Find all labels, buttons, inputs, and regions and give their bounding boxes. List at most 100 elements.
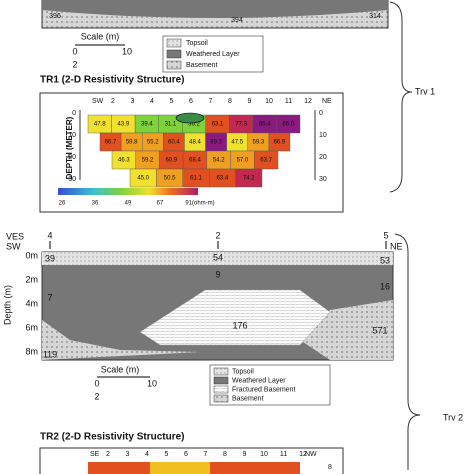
colorbar-label: 91(ohm-m) bbox=[185, 201, 214, 207]
station-label: 3 bbox=[131, 98, 135, 105]
colorbar-label: 49 bbox=[125, 201, 132, 207]
cell-value: 39.4 bbox=[141, 122, 153, 128]
depth-tick: 2m bbox=[25, 274, 38, 284]
legend-item: Topsoil bbox=[186, 40, 208, 47]
resistivity-cell bbox=[254, 150, 279, 170]
ves-number: 2 bbox=[215, 230, 220, 240]
cell-value: 68.4 bbox=[189, 158, 201, 164]
cell-value: 89.3 bbox=[210, 140, 222, 146]
station-label: 6 bbox=[189, 98, 193, 105]
legend-1 bbox=[75, 35, 264, 73]
station-label: 10 bbox=[265, 98, 273, 105]
colorbar-label: 26 bbox=[59, 201, 66, 207]
depth-tick: 30 bbox=[68, 176, 76, 183]
cell-value: 77.3 bbox=[235, 122, 247, 128]
station-label: 10 bbox=[260, 451, 268, 458]
cell-value: 50.5 bbox=[164, 176, 176, 182]
scale-tick: 0 bbox=[94, 378, 99, 388]
depth-tick: 20 bbox=[319, 154, 327, 161]
station-label: 4 bbox=[150, 98, 154, 105]
resistivity-cell bbox=[268, 132, 291, 152]
depth-tick: 8 bbox=[328, 464, 332, 471]
scale-title: Scale (m) bbox=[81, 31, 120, 41]
cell-value: 36.2 bbox=[188, 122, 200, 128]
layer-value: 314 bbox=[369, 13, 381, 20]
cell-value: 61.1 bbox=[190, 176, 202, 182]
resistivity-cell bbox=[235, 168, 263, 188]
cell-value: 60.9 bbox=[165, 158, 177, 164]
station-label: 2 bbox=[111, 98, 115, 105]
station-label: 9 bbox=[248, 98, 252, 105]
cell-value: 66.9 bbox=[274, 140, 286, 146]
cell-value: 86.0 bbox=[282, 122, 294, 128]
layer-value: 396 bbox=[49, 13, 61, 20]
legend-2 bbox=[97, 364, 331, 406]
cell-value: 46.3 bbox=[118, 158, 130, 164]
layer-value: 571 bbox=[372, 325, 387, 335]
station-label: 3 bbox=[126, 451, 130, 458]
station-label: 11 bbox=[280, 451, 287, 458]
depth-tick: 10 bbox=[68, 132, 76, 139]
depth-tick: 10 bbox=[319, 132, 327, 139]
anomaly bbox=[175, 112, 205, 124]
axis-label: Depth (m) bbox=[2, 285, 12, 325]
station-label: 8 bbox=[223, 451, 227, 458]
cell-value: 57.0 bbox=[237, 158, 249, 164]
cell-value: 59.2 bbox=[142, 158, 154, 164]
ves-number: 4 bbox=[47, 230, 52, 240]
station-label: 7 bbox=[204, 451, 208, 458]
station-label: 4 bbox=[145, 451, 149, 458]
end-label: NE bbox=[322, 98, 332, 105]
cell-value: 63.4 bbox=[217, 176, 229, 182]
depth-tick: 20 bbox=[68, 154, 76, 161]
cell-value: 63.7 bbox=[260, 158, 272, 164]
layer-value: 176 bbox=[232, 320, 247, 330]
station-label: 12 bbox=[299, 451, 307, 458]
end-label: SW bbox=[6, 241, 21, 251]
layer-value: 39 bbox=[45, 253, 55, 263]
station-label: 8 bbox=[228, 98, 232, 105]
legend-item: Basement bbox=[186, 62, 218, 69]
cell-value: 74.2 bbox=[243, 176, 255, 182]
colorbar-label: 67 bbox=[157, 201, 164, 207]
cell-value: 31.1 bbox=[165, 122, 177, 128]
scale-title: Scale (m) bbox=[101, 364, 140, 374]
layer-value: 394 bbox=[231, 17, 243, 24]
cell-value: 63.1 bbox=[212, 122, 224, 128]
cell-value: 54.2 bbox=[213, 158, 225, 164]
end-label: SE bbox=[90, 451, 100, 458]
station-label: 6 bbox=[184, 451, 188, 458]
station-label: 5 bbox=[165, 451, 169, 458]
cell-value: 48.4 bbox=[189, 140, 201, 146]
depth-tick: 0 bbox=[319, 110, 323, 117]
depth-tick: 30 bbox=[319, 176, 327, 183]
cell-value: 60.4 bbox=[168, 140, 180, 146]
axis-label: DEPTH (METER) bbox=[65, 116, 74, 179]
brace-label: Trv 1 bbox=[415, 86, 435, 96]
cell-value: 43.9 bbox=[117, 122, 129, 128]
scale-note: 2 bbox=[94, 391, 99, 401]
layer-value: 119 bbox=[43, 349, 57, 359]
cell-value: 55.2 bbox=[147, 140, 159, 146]
cell-value: 47.5 bbox=[231, 140, 243, 146]
layer-value: 9 bbox=[215, 269, 220, 279]
brace-label: Trv 2 bbox=[443, 412, 463, 422]
end-label: NW bbox=[305, 451, 317, 458]
scale-tick: 10 bbox=[122, 46, 132, 56]
cell-value: 66.7 bbox=[105, 140, 117, 146]
colorbar-label: 36 bbox=[92, 201, 99, 207]
station-label: 12 bbox=[304, 98, 312, 105]
cell-value: 45.0 bbox=[137, 176, 149, 182]
station-label: 2 bbox=[106, 451, 110, 458]
ves-number: 5 bbox=[383, 230, 388, 240]
station-label: 5 bbox=[170, 98, 174, 105]
tr2-panel bbox=[39, 447, 344, 474]
scale-note: 2 bbox=[72, 59, 77, 69]
legend-item: Weathered Layer bbox=[186, 51, 240, 58]
scale-tick: 0 bbox=[72, 46, 77, 56]
depth-tick: 8m bbox=[25, 346, 38, 356]
depth-tick: 4m bbox=[25, 298, 38, 308]
depth-tick: 0 bbox=[72, 110, 76, 117]
section-2 bbox=[41, 241, 394, 361]
